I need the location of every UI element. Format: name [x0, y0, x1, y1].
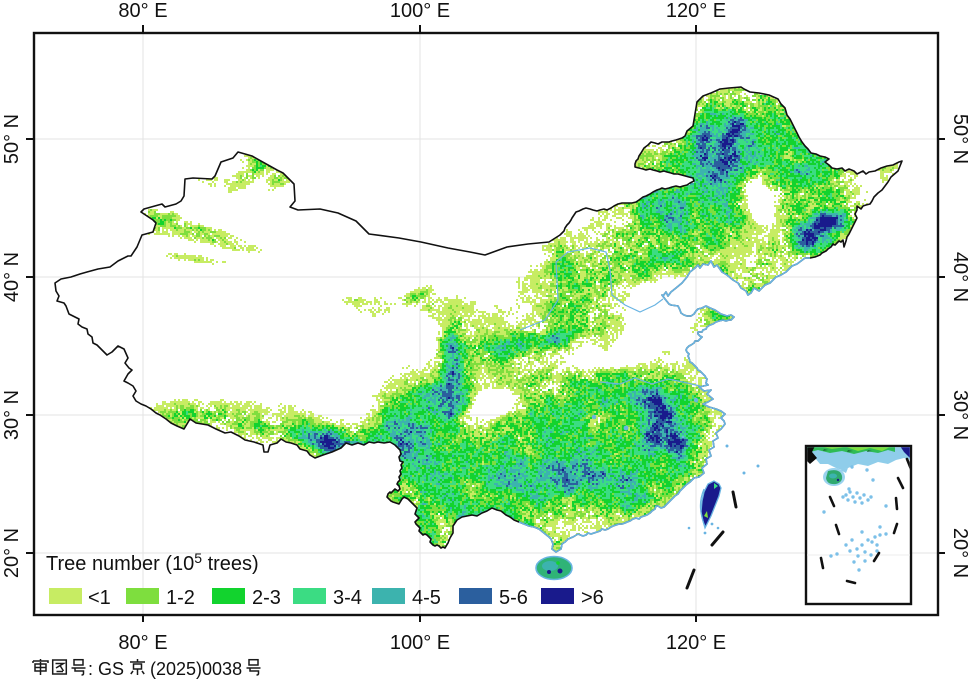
svg-text:100° E: 100° E — [390, 632, 450, 654]
svg-text:5-6: 5-6 — [499, 587, 528, 609]
svg-text:4-5: 4-5 — [412, 587, 441, 609]
svg-text:50° N: 50° N — [1, 114, 23, 164]
svg-text:40° N: 40° N — [1, 252, 23, 302]
svg-text:<1: <1 — [88, 587, 111, 609]
svg-text:: GS: : GS — [88, 659, 124, 679]
svg-text:20° N: 20° N — [1, 528, 23, 578]
svg-text:20° N: 20° N — [949, 528, 970, 578]
svg-text:80° E: 80° E — [118, 632, 167, 654]
svg-text:30° N: 30° N — [949, 390, 970, 440]
svg-text:120° E: 120° E — [666, 632, 726, 654]
svg-text:1-2: 1-2 — [166, 587, 195, 609]
svg-text:30° N: 30° N — [1, 390, 23, 440]
svg-text:3-4: 3-4 — [333, 587, 362, 609]
svg-text:2-3: 2-3 — [252, 587, 281, 609]
svg-text:>6: >6 — [581, 587, 604, 609]
svg-text:100° E: 100° E — [390, 0, 450, 22]
svg-text:Tree number (105 trees): Tree number (105 trees) — [46, 550, 259, 575]
svg-text:40° N: 40° N — [949, 252, 970, 302]
svg-text:(2025)0038: (2025)0038 — [150, 659, 242, 679]
svg-text:50° N: 50° N — [949, 114, 970, 164]
svg-text:80° E: 80° E — [118, 0, 167, 22]
svg-text:120° E: 120° E — [666, 0, 726, 22]
